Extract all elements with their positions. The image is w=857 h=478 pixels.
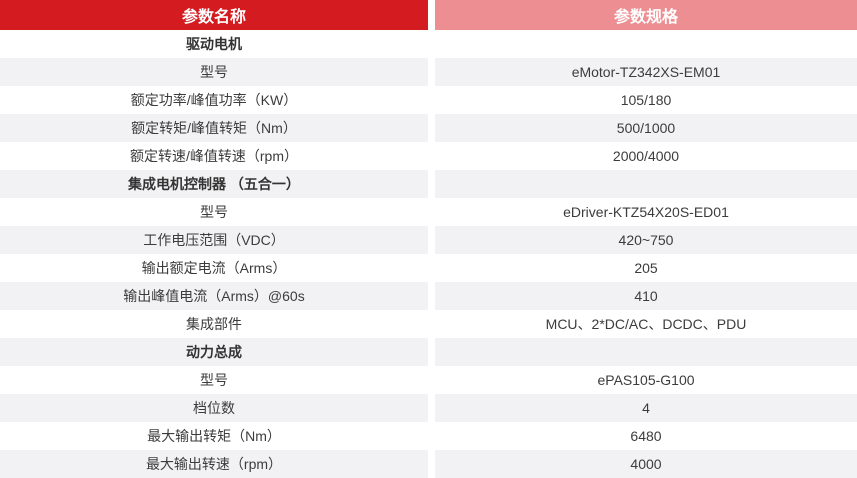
- column-divider: [428, 0, 435, 30]
- table-row: 档位数 4: [0, 394, 857, 422]
- param-label: 最大输出转矩（Nm）: [0, 422, 428, 450]
- param-value: 4000: [435, 450, 857, 478]
- table-row: 型号 eDriver-KTZ54X20S-ED01: [0, 198, 857, 226]
- section-label: 动力总成: [0, 338, 428, 366]
- param-value: [435, 338, 857, 366]
- param-value: ePAS105-G100: [435, 366, 857, 394]
- table-header-row: 参数名称 参数规格: [0, 0, 857, 30]
- table-row: 型号 ePAS105-G100: [0, 366, 857, 394]
- param-value: 105/180: [435, 86, 857, 114]
- table-row: 工作电压范围（VDC） 420~750: [0, 226, 857, 254]
- param-label: 型号: [0, 58, 428, 86]
- table-row: 最大输出转矩（Nm） 6480: [0, 422, 857, 450]
- param-value: 2000/4000: [435, 142, 857, 170]
- column-divider: [428, 114, 435, 142]
- param-value: [435, 170, 857, 198]
- param-label: 工作电压范围（VDC）: [0, 226, 428, 254]
- param-label: 型号: [0, 366, 428, 394]
- param-label: 额定转矩/峰值转矩（Nm）: [0, 114, 428, 142]
- header-param-name: 参数名称: [0, 0, 428, 30]
- param-label: 最大输出转速（rpm）: [0, 450, 428, 478]
- param-label: 额定功率/峰值功率（KW）: [0, 86, 428, 114]
- table-row: 输出峰值电流（Arms）@60s 410: [0, 282, 857, 310]
- param-label: 输出额定电流（Arms）: [0, 254, 428, 282]
- table-row: 集成部件 MCU、2*DC/AC、DCDC、PDU: [0, 310, 857, 338]
- param-value: 6480: [435, 422, 857, 450]
- column-divider: [428, 282, 435, 310]
- column-divider: [428, 226, 435, 254]
- column-divider: [428, 366, 435, 394]
- column-divider: [428, 450, 435, 478]
- table-row: 额定转速/峰值转速（rpm） 2000/4000: [0, 142, 857, 170]
- param-label: 型号: [0, 198, 428, 226]
- param-value: MCU、2*DC/AC、DCDC、PDU: [435, 310, 857, 338]
- param-label: 输出峰值电流（Arms）@60s: [0, 282, 428, 310]
- table-row: 额定功率/峰值功率（KW） 105/180: [0, 86, 857, 114]
- column-divider: [428, 338, 435, 366]
- column-divider: [428, 86, 435, 114]
- column-divider: [428, 142, 435, 170]
- param-value: 4: [435, 394, 857, 422]
- param-value: 205: [435, 254, 857, 282]
- param-label: 额定转速/峰值转速（rpm）: [0, 142, 428, 170]
- column-divider: [428, 58, 435, 86]
- section-label: 驱动电机: [0, 30, 428, 58]
- param-value: eDriver-KTZ54X20S-ED01: [435, 198, 857, 226]
- column-divider: [428, 30, 435, 58]
- section-row: 动力总成: [0, 338, 857, 366]
- column-divider: [428, 310, 435, 338]
- table-row: 型号 eMotor-TZ342XS-EM01: [0, 58, 857, 86]
- param-label: 档位数: [0, 394, 428, 422]
- param-value: [435, 30, 857, 58]
- section-row: 驱动电机: [0, 30, 857, 58]
- table-row: 额定转矩/峰值转矩（Nm） 500/1000: [0, 114, 857, 142]
- column-divider: [428, 394, 435, 422]
- column-divider: [428, 422, 435, 450]
- param-value: 420~750: [435, 226, 857, 254]
- param-value: 500/1000: [435, 114, 857, 142]
- header-param-spec: 参数规格: [435, 0, 857, 30]
- table-row: 输出额定电流（Arms） 205: [0, 254, 857, 282]
- param-label: 集成部件: [0, 310, 428, 338]
- table-body: 驱动电机 型号 eMotor-TZ342XS-EM01 额定功率/峰值功率（KW） 10…: [0, 30, 857, 478]
- section-row: 集成电机控制器 （五合一）: [0, 170, 857, 198]
- param-value: 410: [435, 282, 857, 310]
- param-value: eMotor-TZ342XS-EM01: [435, 58, 857, 86]
- column-divider: [428, 170, 435, 198]
- column-divider: [428, 254, 435, 282]
- column-divider: [428, 198, 435, 226]
- table-row: 最大输出转速（rpm） 4000: [0, 450, 857, 478]
- section-label: 集成电机控制器 （五合一）: [0, 170, 428, 198]
